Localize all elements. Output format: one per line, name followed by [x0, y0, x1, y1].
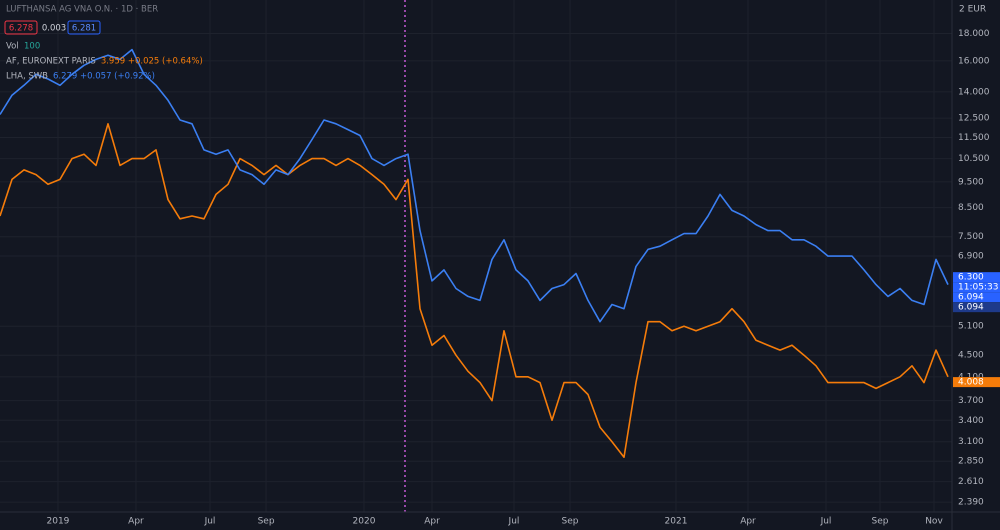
ohlc-value: 0.003 — [42, 24, 66, 34]
price-tag-label: 11:05:33 — [958, 283, 998, 293]
y-tick-label: 2.610 — [958, 477, 984, 487]
ohlc: 6.278 0.003 6.281 — [4, 20, 101, 35]
x-tick-label: Sep — [258, 517, 275, 527]
currency-label: 2 EUR — [959, 5, 986, 15]
series-line — [0, 48, 949, 323]
y-tick-label: 14.000 — [958, 87, 990, 97]
y-tick-label: 16.000 — [958, 56, 990, 66]
price-tag-label: 6.300 — [958, 273, 984, 283]
x-tick-label: 2021 — [665, 517, 688, 527]
x-tick-label: Apr — [424, 517, 440, 527]
axes: 18.000 16.000 14.000 12.500 11.500 10.500 9.50… — [47, 29, 1000, 527]
price-tag — [953, 302, 1000, 313]
price-tag — [953, 272, 1000, 283]
y-tick-label: 12.500 — [958, 114, 990, 124]
x-tick-label: Apr — [128, 517, 144, 527]
y-tick-label: 2.390 — [958, 498, 984, 508]
x-tick-label: Sep — [872, 517, 889, 527]
y-tick-label: 9.500 — [958, 177, 984, 187]
legend: AF, EURONEXT PARIS 3.959 +0.025 (+0.64%) L… — [6, 57, 203, 82]
plot — [0, 48, 949, 458]
x-tick-label: Jul — [204, 517, 216, 527]
chart-title: LUFTHANSA AG VNA O.N. · 1D · BER — [6, 5, 158, 15]
legend-value: 3.959 +0.025 (+0.64%) — [101, 57, 203, 67]
y-tick-label: 3.400 — [958, 416, 984, 426]
y-tick-label: 2.850 — [958, 457, 984, 467]
y-tick-label: 5.100 — [958, 322, 984, 332]
x-tick-label: Nov — [925, 517, 943, 527]
price-tag — [953, 282, 1000, 293]
x-tick-label: 2019 — [47, 517, 70, 527]
y-tick-label: 4.500 — [958, 351, 984, 361]
legend-value: 6.279 +0.057 (+0.92%) — [53, 72, 155, 82]
box — [67, 20, 101, 35]
x-tick-label: Jul — [508, 517, 520, 527]
series-line — [0, 123, 949, 458]
y-tick-label: 6.900 — [958, 252, 984, 262]
price-tag — [953, 292, 1000, 303]
volume-value: 100 — [24, 42, 40, 52]
x-tick-label: 2020 — [353, 517, 376, 527]
x-tick-label: Sep — [562, 517, 579, 527]
y-tick-label: 3.700 — [958, 396, 984, 406]
price-tag-label: 6.094 — [958, 303, 984, 313]
volume-label: Vol — [6, 42, 19, 52]
grid — [0, 0, 952, 512]
ohlc-value: 6.281 — [72, 24, 96, 34]
y-tick-label: 10.500 — [958, 154, 990, 164]
x-tick-label: Jul — [820, 517, 832, 527]
price-tag-label: 4.008 — [958, 378, 984, 388]
y-tick-label: 18.000 — [958, 29, 990, 39]
ohlc-value: 6.278 — [9, 24, 33, 34]
price-tag — [953, 377, 1000, 388]
x-tick-label: Apr — [740, 517, 756, 527]
y-tick-label: 11.500 — [958, 133, 990, 143]
box — [4, 20, 38, 35]
y-tick-label: 8.500 — [958, 203, 984, 213]
y-tick-label: 7.500 — [958, 232, 984, 242]
legend-label: LHA, SWB — [6, 72, 48, 82]
legend-label: AF, EURONEXT PARIS — [6, 57, 96, 67]
y-tick-label: 3.100 — [958, 437, 984, 447]
price-tag-label: 6.094 — [958, 293, 984, 303]
